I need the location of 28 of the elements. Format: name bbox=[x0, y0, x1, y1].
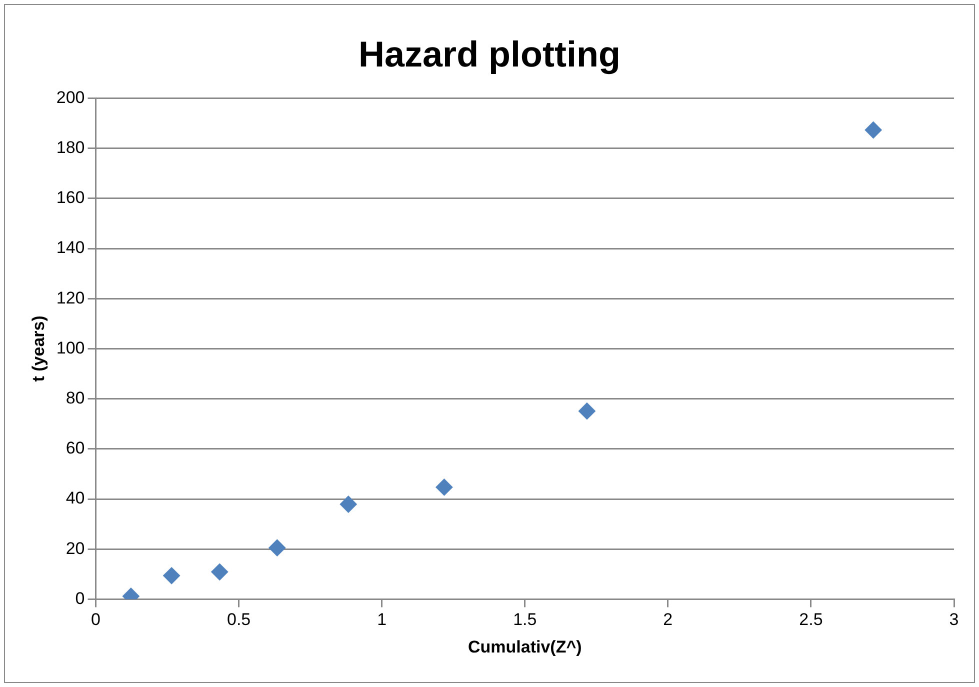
y-tick-label: 20 bbox=[66, 538, 85, 558]
x-axis-title: Cumulativ(Z^) bbox=[468, 637, 582, 656]
point bbox=[163, 567, 180, 584]
y-axis-title: t (years) bbox=[28, 316, 48, 382]
y-tick-label: 200 bbox=[56, 88, 85, 107]
y-tick-label: 160 bbox=[56, 188, 85, 208]
x-tick-label: 2.5 bbox=[799, 610, 823, 630]
point bbox=[864, 122, 882, 139]
y-tick-label: 100 bbox=[56, 338, 85, 358]
y-tick-label: 140 bbox=[56, 238, 85, 258]
y-tick-label: 120 bbox=[56, 288, 85, 308]
point bbox=[436, 478, 453, 496]
chart-title: Hazard plotting bbox=[358, 34, 620, 75]
y-tick-label: 180 bbox=[56, 138, 85, 157]
point bbox=[211, 563, 228, 580]
point bbox=[340, 496, 357, 513]
x-tick-label: 1 bbox=[377, 610, 387, 630]
x-tick-label: 2 bbox=[663, 610, 673, 630]
y-tick-label: 60 bbox=[66, 438, 85, 458]
x-tick-label: 3 bbox=[949, 610, 959, 630]
x-tick-label: 0.5 bbox=[226, 610, 251, 630]
point bbox=[268, 539, 286, 556]
y-tick-label: 40 bbox=[66, 488, 85, 508]
x-tick-label: 1.5 bbox=[513, 610, 537, 630]
x-tick-label: 0 bbox=[91, 610, 100, 630]
point bbox=[578, 402, 596, 420]
y-tick-label: 80 bbox=[66, 388, 85, 408]
y-tick-label: 0 bbox=[75, 588, 85, 608]
